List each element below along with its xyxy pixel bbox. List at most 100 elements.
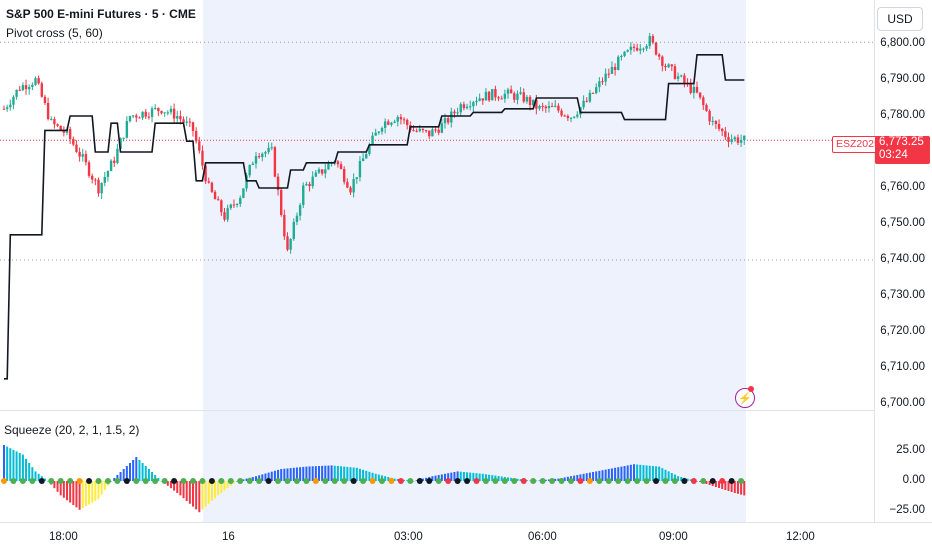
price-axis[interactable]: 6,800.006,790.006,780.006,770.006,760.00… [874,0,932,522]
squeeze-dot [492,478,499,484]
candle-body [204,165,207,182]
candle-body [711,120,714,122]
candle-body [15,89,18,97]
candle-body [72,139,75,145]
candle-body [632,46,636,48]
squeeze-bar [384,476,387,481]
candle-body [302,185,305,206]
squeeze-bar [544,479,547,481]
squeeze-bar [97,481,100,499]
squeeze-bar [151,472,154,481]
candle-body [320,169,324,174]
squeeze-bar [661,468,664,481]
candle-body [78,151,81,157]
squeeze-bar [447,473,450,481]
currency-button[interactable]: USD [877,7,923,31]
candle-body [683,75,686,83]
candle-body [374,132,377,136]
chart-legend: S&P 500 E-mini Futures · 5 · CME Pivot c… [6,7,196,40]
squeeze-dot [104,478,111,484]
candle-body [607,73,610,75]
candle-body [528,96,532,106]
last-price: 6,773.25 [879,136,924,148]
squeeze-bar [680,477,683,481]
squeeze-bar [18,453,21,481]
squeeze-bar [308,466,311,481]
squeeze-bar [286,468,289,481]
time-tick: 16 [222,531,235,543]
squeeze-bar [295,467,298,481]
squeeze-bar [160,481,163,482]
candle-body [31,84,34,87]
candle-body [554,105,557,107]
candle-body [582,100,585,108]
candle-body [352,178,355,193]
candle-body [459,104,462,113]
candle-body [176,116,179,119]
candle-body [157,107,160,112]
candle-body [695,86,699,93]
squeeze-bar [210,481,213,501]
candle-body [377,131,381,133]
squeeze-bar [188,481,191,504]
flash-icon[interactable]: ⚡ [735,388,755,408]
squeeze-bar [179,481,182,496]
squeeze-bar [43,478,46,481]
squeeze-dot [312,478,319,484]
squeeze-bar [37,473,40,481]
candle-body [541,105,544,107]
candle-body [465,106,469,109]
candle-body [572,116,576,118]
squeeze-bar [75,481,78,508]
candle-body [717,124,721,129]
squeeze-bar [708,481,711,485]
squeeze-dot [520,478,527,484]
squeeze-bar [743,481,746,496]
pivot-cross-label[interactable]: Pivot cross (5, 60) [6,26,103,40]
candle-body [53,119,56,125]
squeeze-bar [658,466,661,481]
squeeze-bar [538,480,541,481]
candle-body [576,114,579,117]
symbol-title[interactable]: S&P 500 E-mini Futures · 5 · CME [6,7,196,21]
candle-body [185,121,188,123]
squeeze-dot [530,478,537,484]
squeeze-bar [377,474,380,481]
time-tick: 12:00 [786,531,815,543]
squeeze-bar [185,481,188,501]
squeeze-bar [53,481,56,489]
squeeze-bar [607,469,610,481]
candle-body [475,100,478,103]
squeeze-bar [251,477,254,481]
candle-body [522,92,525,102]
squeeze-label[interactable]: Squeeze (20, 2, 1, 1.5, 2) [4,423,140,437]
candle-body [84,154,88,163]
squeeze-dot [577,478,584,484]
squeeze-dot [596,478,603,484]
candle-body [563,115,566,117]
candle-body [179,116,182,120]
squeeze-bar [129,463,131,481]
candle-body [664,65,667,68]
squeeze-dot [10,478,17,484]
squeeze-bar [132,460,135,481]
candle-body [387,121,390,125]
candle-body [109,160,113,172]
candle-body [314,172,318,177]
chart-canvas[interactable] [0,0,874,522]
countdown: 03:24 [879,149,908,161]
candle-body [188,121,192,123]
squeeze-bar [103,481,106,490]
pane-separator[interactable] [0,410,874,411]
candle-body [645,45,648,49]
squeeze-bar [689,479,692,481]
squeeze-dot [719,478,726,484]
candle-body [739,140,743,143]
squeeze-bar [636,464,639,481]
candle-body [689,82,692,93]
squeeze-bar [705,481,708,484]
time-axis[interactable]: 18:00 16 03:00 06:00 09:00 12:00 [0,522,932,551]
price-tick: 6,740.00 [880,253,925,265]
squeeze-bar [403,479,406,481]
squeeze-bar [336,466,339,481]
